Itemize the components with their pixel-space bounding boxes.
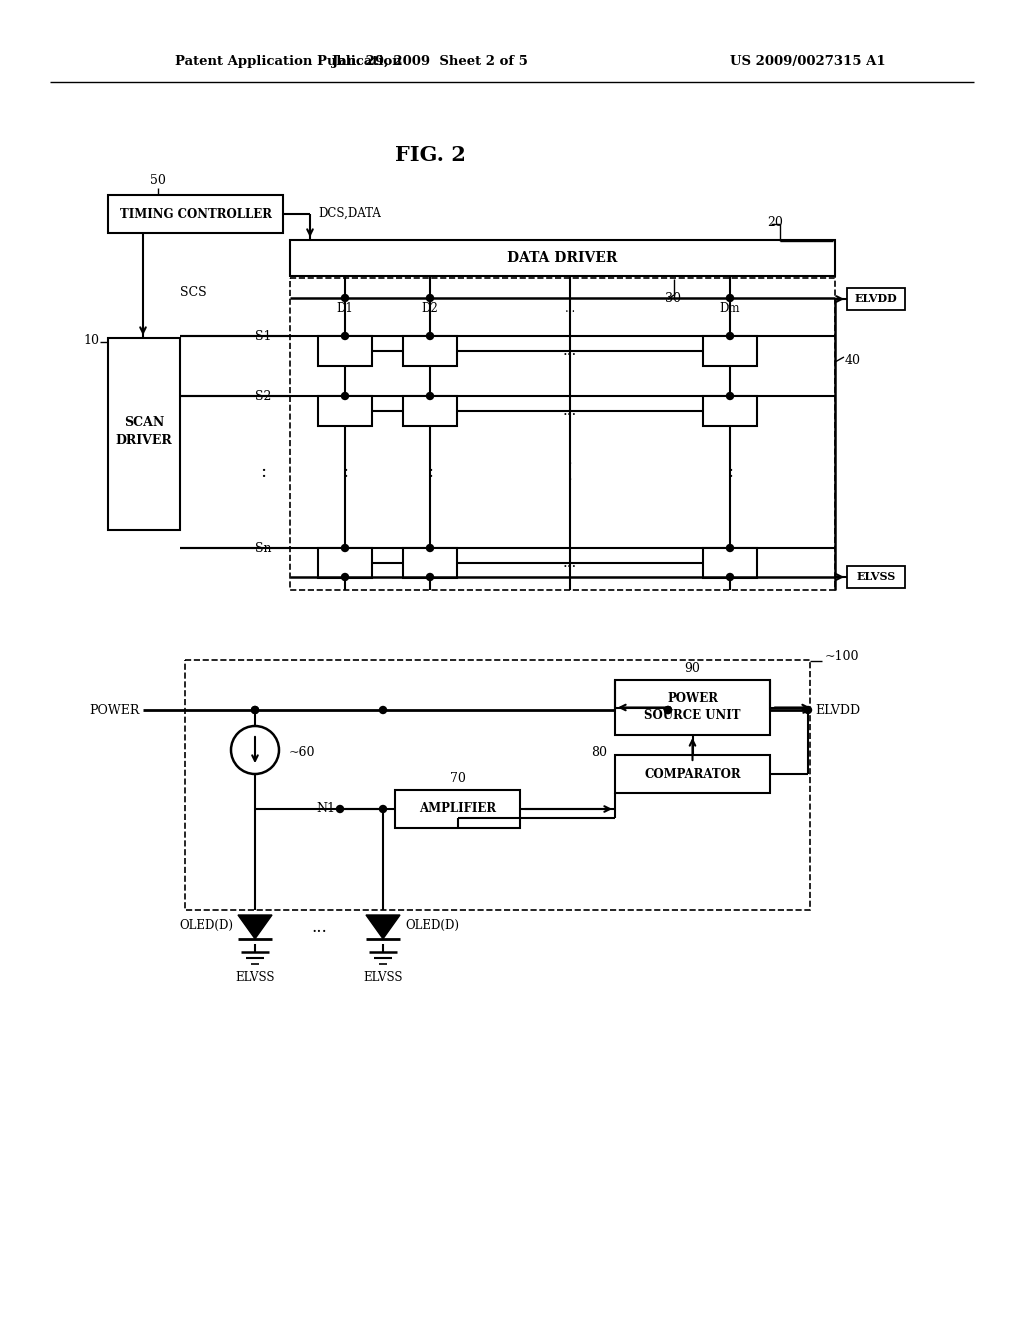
- Text: 90: 90: [685, 661, 700, 675]
- Text: US 2009/0027315 A1: US 2009/0027315 A1: [730, 55, 886, 69]
- Bar: [703, 396, 757, 426]
- Text: DRIVER: DRIVER: [116, 433, 172, 446]
- Text: ELVSS: ELVSS: [856, 572, 896, 582]
- Text: OLED(D): OLED(D): [179, 919, 233, 932]
- Bar: [403, 337, 457, 366]
- Text: Jan. 29, 2009  Sheet 2 of 5: Jan. 29, 2009 Sheet 2 of 5: [332, 55, 528, 69]
- Text: SOURCE UNIT: SOURCE UNIT: [644, 709, 740, 722]
- Bar: [290, 240, 835, 276]
- Bar: [185, 660, 810, 909]
- Text: AMPLIFIER: AMPLIFIER: [419, 803, 496, 816]
- Text: POWER: POWER: [90, 704, 140, 717]
- Text: ~100: ~100: [825, 649, 859, 663]
- Circle shape: [252, 706, 258, 714]
- Text: ELVSS: ELVSS: [364, 972, 402, 985]
- Text: 80: 80: [591, 746, 607, 759]
- Text: ELVSS: ELVSS: [236, 972, 274, 985]
- Bar: [403, 396, 457, 426]
- Circle shape: [805, 706, 811, 714]
- Circle shape: [726, 544, 733, 552]
- Circle shape: [427, 573, 433, 581]
- Bar: [703, 337, 757, 366]
- Circle shape: [341, 573, 348, 581]
- Polygon shape: [366, 915, 400, 939]
- Circle shape: [427, 294, 433, 301]
- Bar: [108, 195, 283, 234]
- Circle shape: [726, 294, 733, 301]
- Bar: [395, 789, 520, 828]
- Text: D2: D2: [422, 301, 438, 314]
- Text: FIG. 2: FIG. 2: [394, 145, 466, 165]
- Circle shape: [427, 392, 433, 400]
- Text: ...: ...: [563, 404, 578, 418]
- Text: 20: 20: [767, 216, 783, 230]
- Text: 40: 40: [845, 354, 861, 367]
- Text: ELVDD: ELVDD: [815, 704, 860, 717]
- Bar: [403, 548, 457, 578]
- Text: TIMING CONTROLLER: TIMING CONTROLLER: [120, 207, 271, 220]
- Text: S2: S2: [255, 389, 271, 403]
- Text: ...: ...: [563, 556, 578, 570]
- Text: :: :: [342, 463, 348, 480]
- Text: ...: ...: [311, 920, 327, 936]
- Text: 70: 70: [450, 771, 466, 784]
- Text: 10: 10: [83, 334, 99, 346]
- Text: :: :: [260, 463, 266, 480]
- Text: DATA DRIVER: DATA DRIVER: [507, 251, 617, 265]
- Bar: [703, 548, 757, 578]
- Bar: [847, 566, 905, 587]
- Text: :: :: [727, 463, 733, 480]
- Circle shape: [341, 544, 348, 552]
- Text: :: :: [427, 463, 433, 480]
- Circle shape: [380, 706, 386, 714]
- Circle shape: [337, 805, 343, 813]
- Bar: [615, 680, 770, 735]
- Circle shape: [341, 294, 348, 301]
- Text: OLED(D): OLED(D): [406, 919, 459, 932]
- Circle shape: [726, 392, 733, 400]
- Circle shape: [726, 573, 733, 581]
- Circle shape: [341, 333, 348, 339]
- Bar: [290, 279, 835, 590]
- Bar: [847, 288, 905, 310]
- Text: ~60: ~60: [289, 747, 315, 759]
- Circle shape: [427, 544, 433, 552]
- Text: N1: N1: [316, 803, 335, 816]
- Text: 30: 30: [665, 292, 681, 305]
- Circle shape: [380, 805, 386, 813]
- Text: COMPARATOR: COMPARATOR: [644, 767, 740, 780]
- Text: SCS: SCS: [179, 286, 206, 300]
- Text: ELVDD: ELVDD: [855, 293, 897, 305]
- Polygon shape: [238, 915, 272, 939]
- Text: Dm: Dm: [720, 301, 740, 314]
- Text: ...: ...: [563, 345, 578, 358]
- Text: ⋅
⋅: ⋅ ⋅: [567, 457, 572, 487]
- Bar: [615, 755, 770, 793]
- Text: D1: D1: [337, 301, 353, 314]
- Circle shape: [252, 706, 258, 714]
- Bar: [108, 338, 180, 531]
- Text: POWER: POWER: [667, 692, 718, 705]
- Circle shape: [665, 706, 672, 714]
- Circle shape: [427, 333, 433, 339]
- Bar: [318, 337, 372, 366]
- Text: 50: 50: [151, 174, 166, 187]
- Bar: [318, 396, 372, 426]
- Text: Sn: Sn: [255, 541, 271, 554]
- Text: Patent Application Publication: Patent Application Publication: [175, 55, 401, 69]
- Text: SCAN: SCAN: [124, 416, 164, 429]
- Text: DCS,DATA: DCS,DATA: [318, 206, 381, 219]
- Circle shape: [341, 392, 348, 400]
- Bar: [318, 548, 372, 578]
- Circle shape: [726, 333, 733, 339]
- Circle shape: [665, 706, 672, 714]
- Text: ...: ...: [564, 301, 575, 314]
- Text: S1: S1: [255, 330, 271, 342]
